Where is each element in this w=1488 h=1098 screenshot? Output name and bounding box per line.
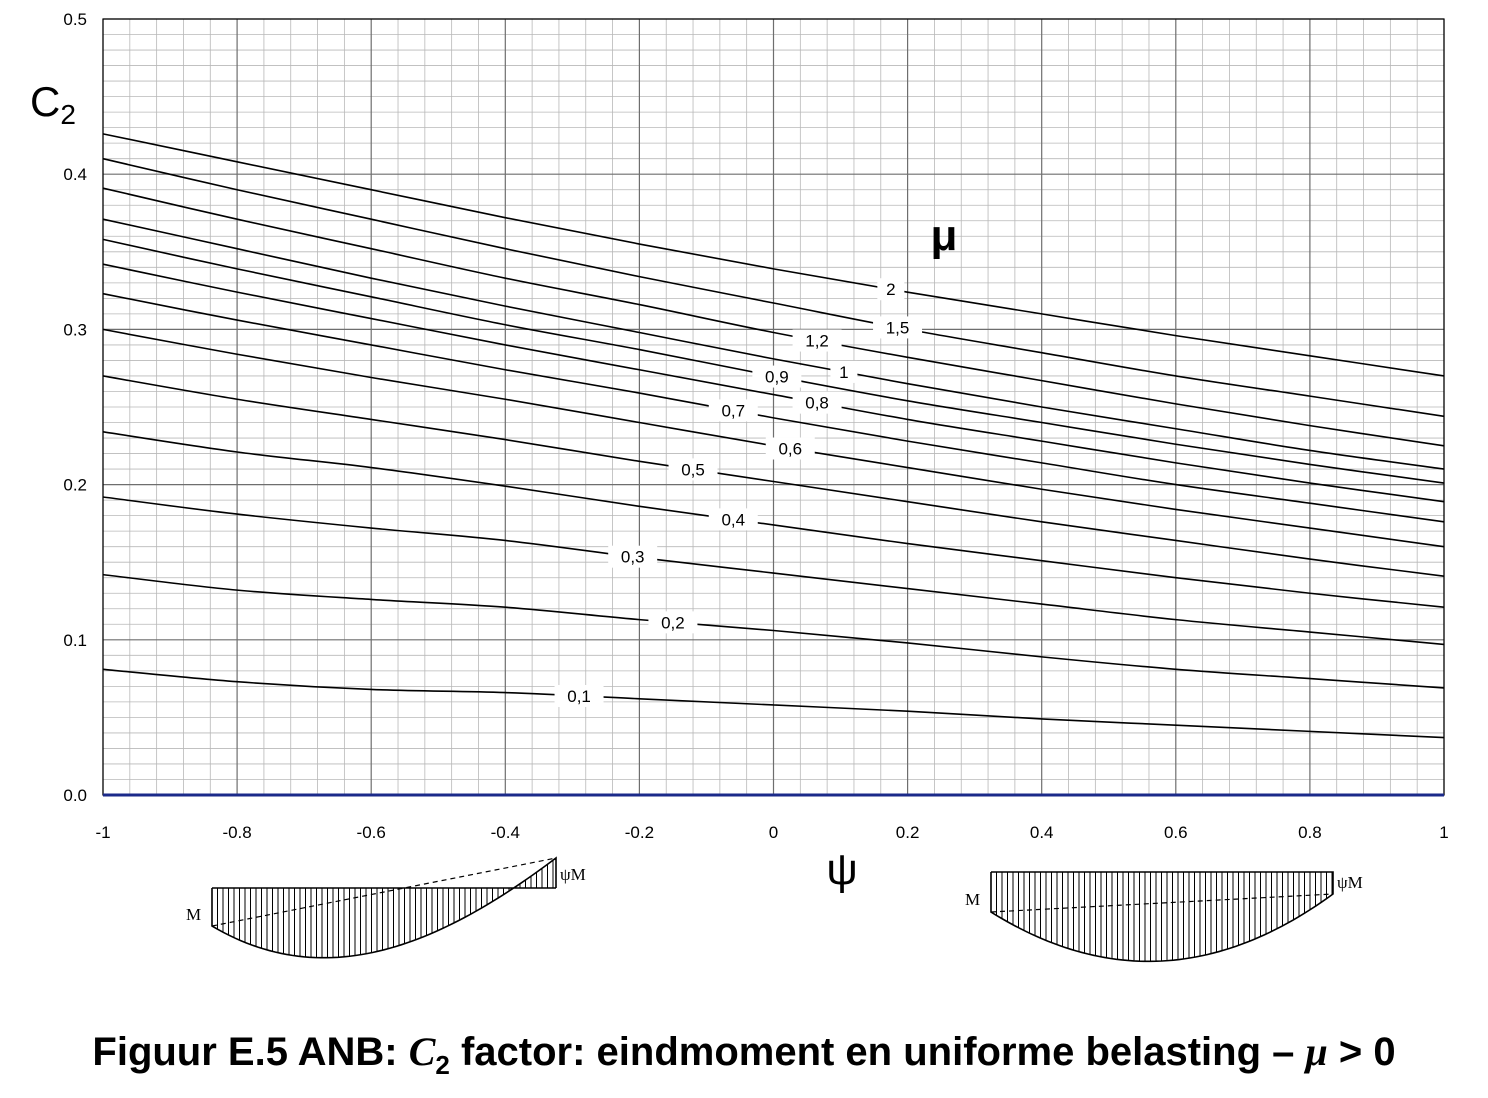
curve-label-bg <box>708 508 758 531</box>
x-tick-label: 0.8 <box>1298 823 1322 842</box>
curve-mu-1-5 <box>102 157 1445 418</box>
diagram-right-dashed-line <box>990 893 1334 913</box>
diagram-left-label-m: M <box>186 905 201 924</box>
curve-label-mu-0-9: 0,9 <box>765 368 789 387</box>
curve-label-mu-1: 1 <box>839 363 848 382</box>
curve-label-bg <box>877 278 905 301</box>
curve-label-bg <box>792 329 842 352</box>
curve-mu-0-4 <box>102 431 1445 609</box>
curve-mu-0-1 <box>102 668 1445 739</box>
x-tick-label: -0.2 <box>625 823 654 842</box>
diagram-right-label-psim: ψM <box>1337 873 1363 892</box>
curve-label-bg <box>668 458 718 481</box>
diagram-left-dashed-line <box>211 857 557 927</box>
hatch-right <box>990 872 1333 962</box>
diagram-right-outline <box>990 871 1334 963</box>
curve-labels: 0,1 0,2 0,3 0,4 0,5 0,6 0,7 0,8 0,9 1 1,2 1,5 2 <box>554 278 923 707</box>
curve-mu-1 <box>102 218 1445 470</box>
figure-caption: Figuur E.5 ANB: C2 factor: eindmoment en… <box>0 1028 1488 1081</box>
curve-label-mu-0-1: 0,1 <box>567 687 591 706</box>
y-tick-labels: 0.0 0.1 0.2 0.3 0.4 0.5 <box>63 10 87 805</box>
x-tick-label: -0.8 <box>222 823 251 842</box>
curve-label-bg <box>873 316 923 339</box>
curve-label-mu-0-8: 0,8 <box>805 394 829 413</box>
curve-mu-0-2 <box>102 573 1445 689</box>
curve-label-bg <box>648 611 698 634</box>
hatch-left <box>211 860 554 958</box>
curve-mu-0-5 <box>102 375 1445 577</box>
curve-label-bg <box>830 360 858 383</box>
curve-label-mu-0-3: 0,3 <box>621 548 645 567</box>
x-tick-label: 1 <box>1439 823 1448 842</box>
y-tick-label: 0.2 <box>63 476 87 495</box>
caption-middle: factor: eindmoment en uniforme belasting… <box>449 1030 1306 1074</box>
y-axis-label: C2 <box>30 78 76 130</box>
c2-curves <box>102 133 1445 739</box>
curve-label-mu-0-6: 0,6 <box>778 440 802 459</box>
curve-label-mu-0-7: 0,7 <box>721 401 745 420</box>
curve-label-mu-0-5: 0,5 <box>681 460 705 479</box>
y-tick-label: 0.0 <box>63 786 87 805</box>
curve-mu-2 <box>102 133 1445 377</box>
x-tick-label: -1 <box>95 823 110 842</box>
curve-label-bg <box>792 391 842 414</box>
x-tick-label: 0.2 <box>896 823 920 842</box>
x-axis-label: ψ <box>826 845 857 894</box>
legend-title-mu: μ <box>931 211 958 260</box>
curve-label-mu-0-2: 0,2 <box>661 613 685 632</box>
x-tick-label: 0 <box>769 823 778 842</box>
curve-mu-1-2 <box>102 187 1445 447</box>
x-tick-label: 0.6 <box>1164 823 1188 842</box>
y-tick-label: 0.1 <box>63 631 87 650</box>
curve-label-bg <box>765 437 815 460</box>
curve-label-mu-0-4: 0,4 <box>721 510 745 529</box>
diagram-right-label-m: M <box>965 890 980 909</box>
curve-label-mu-2: 2 <box>886 280 895 299</box>
caption-suffix: > 0 <box>1327 1030 1396 1074</box>
curve-label-mu-1-5: 1,5 <box>886 318 910 337</box>
curve-label-bg <box>752 365 802 388</box>
curve-mu-0-3 <box>102 496 1445 646</box>
diagram-left-label-psim: ψM <box>560 865 586 884</box>
moment-diagram-right: M ψM <box>965 871 1363 963</box>
caption-symbol: C2 <box>408 1029 450 1080</box>
caption-mu: μ <box>1305 1029 1328 1074</box>
curve-label-mu-1-2: 1,2 <box>805 332 829 351</box>
y-tick-label: 0.3 <box>63 320 87 339</box>
curve-mu-0-7 <box>102 292 1445 523</box>
diagram-left-outline <box>211 856 557 959</box>
curve-mu-0-8 <box>102 263 1445 503</box>
moment-diagram-left: M ψM <box>186 856 586 959</box>
curve-label-bg <box>608 545 658 568</box>
curve-label-bg <box>554 684 604 707</box>
x-tick-labels: -1 -0.8 -0.6 -0.4 -0.2 0 0.2 0.4 0.6 0.8 1 <box>95 823 1448 842</box>
x-tick-label: -0.6 <box>357 823 386 842</box>
x-tick-label: 0.4 <box>1030 823 1054 842</box>
caption-prefix: Figuur E.5 ANB: <box>92 1030 409 1074</box>
curve-label-bg <box>708 399 758 422</box>
y-tick-label: 0.4 <box>63 165 87 184</box>
x-tick-label: -0.4 <box>491 823 520 842</box>
y-tick-label: 0.5 <box>63 10 87 29</box>
